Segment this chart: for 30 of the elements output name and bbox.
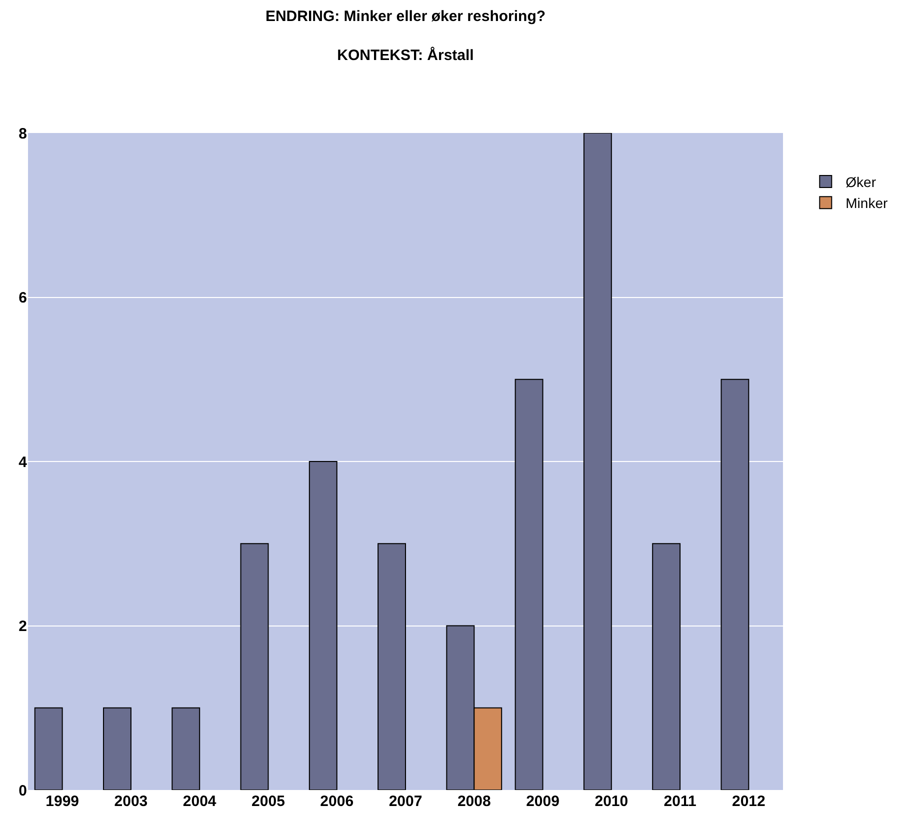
legend-label: Øker [846, 174, 876, 190]
x-tick-label: 2006 [320, 793, 354, 810]
bar [172, 707, 200, 790]
x-tick-label: 2004 [182, 793, 217, 810]
bar [583, 133, 612, 790]
x-tick-label: 2011 [664, 793, 696, 810]
legend-label: Minker [846, 195, 888, 212]
x-tick-label: 2008 [457, 793, 491, 810]
bar [720, 378, 750, 790]
x-tick-label: 2009 [526, 793, 560, 810]
chart-subtitle: KONTEKST: Årstall [337, 46, 474, 64]
y-tick-label: 2 [18, 618, 27, 635]
bar [240, 543, 269, 790]
y-tick-label: 0 [18, 782, 27, 800]
bar [103, 707, 132, 790]
chart-title: ENDRING: Minker eller øker reshoring? [265, 8, 546, 25]
bar [308, 461, 338, 790]
x-tick-label: 2010 [594, 793, 628, 810]
x-tick-label: 2003 [114, 793, 148, 810]
bar [514, 378, 544, 790]
bar [652, 543, 681, 790]
y-tick-label: 6 [18, 290, 27, 306]
bar [34, 707, 63, 790]
bar [378, 543, 406, 790]
y-tick-label: 4 [18, 454, 28, 471]
x-tick-label: 2012 [732, 793, 766, 810]
x-tick-label: 2005 [252, 793, 285, 810]
x-tick-label: 1999 [46, 793, 80, 810]
x-tick-label: 2007 [388, 793, 422, 810]
y-tick-label: 8 [18, 125, 27, 142]
